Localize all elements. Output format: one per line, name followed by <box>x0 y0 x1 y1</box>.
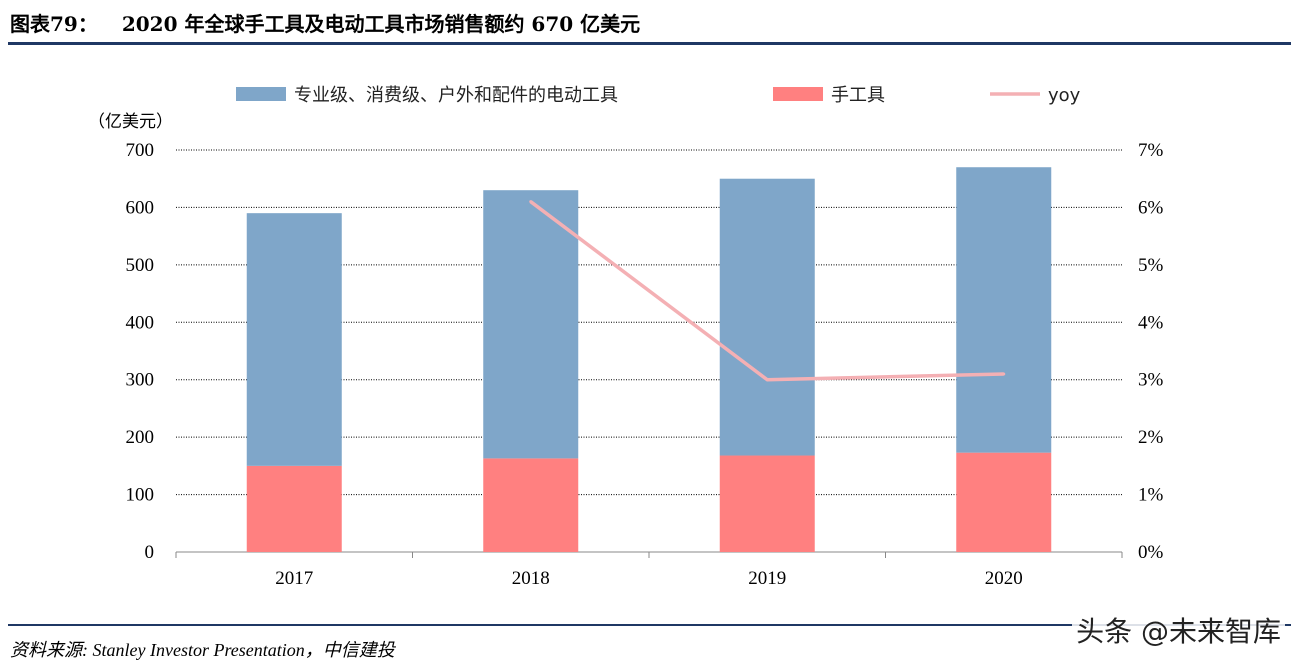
y-tick-label: 600 <box>126 197 155 218</box>
y2-tick-label: 4% <box>1138 312 1164 333</box>
y2-tick-label: 2% <box>1138 427 1164 448</box>
figure-title: 图表79： 2020 年全球手工具及电动工具市场销售额约 670 亿美元 <box>10 8 664 37</box>
figure-header: 图表79： 2020 年全球手工具及电动工具市场销售额约 670 亿美元 <box>8 6 1291 45</box>
bar-hand-tools <box>246 465 342 552</box>
x-tick-label: 2020 <box>985 568 1023 589</box>
x-tick-label: 2018 <box>512 568 550 589</box>
bar-hand-tools <box>719 455 815 552</box>
legend-label: 手工具 <box>831 85 885 106</box>
yoy-point <box>765 378 769 382</box>
legend-label: 专业级、消费级、户外和配件的电动工具 <box>294 85 618 106</box>
y-tick-label: 300 <box>126 370 155 391</box>
y-unit-label: （亿美元） <box>88 112 173 132</box>
legend-label: yoy <box>1048 85 1081 106</box>
bar-power-tools <box>483 190 579 459</box>
y2-tick-label: 5% <box>1138 255 1164 276</box>
legend-swatch <box>236 87 286 101</box>
y2-tick-label: 7% <box>1138 140 1164 161</box>
bar-power-tools <box>719 178 815 456</box>
bar-power-tools <box>956 167 1052 453</box>
legend-swatch <box>773 87 823 101</box>
footer-divider <box>8 624 1291 626</box>
y-tick-label: 100 <box>126 485 155 506</box>
watermark: 头条 @未来智库 <box>1072 610 1285 650</box>
y2-tick-label: 1% <box>1138 485 1164 506</box>
x-tick-label: 2017 <box>275 568 313 589</box>
yoy-point <box>1002 372 1006 376</box>
y-tick-label: 200 <box>126 427 155 448</box>
source-note: 资料来源: Stanley Investor Presentation，中信建投 <box>10 640 395 660</box>
y-tick-label: 700 <box>126 140 155 161</box>
bar-hand-tools <box>956 452 1052 552</box>
y2-tick-label: 6% <box>1138 197 1164 218</box>
bar-hand-tools <box>483 458 579 552</box>
y-tick-label: 500 <box>126 255 155 276</box>
chart-title: 2020 年全球手工具及电动工具市场销售额约 670 亿美元 <box>121 12 641 36</box>
y2-tick-label: 3% <box>1138 370 1164 391</box>
x-tick-label: 2019 <box>748 568 786 589</box>
y-tick-label: 400 <box>126 312 155 333</box>
figure-label: 图表79： <box>10 12 98 36</box>
y-tick-label: 0 <box>145 542 155 563</box>
y2-tick-label: 0% <box>1138 542 1164 563</box>
bar-power-tools <box>246 213 342 466</box>
yoy-point <box>529 200 533 204</box>
